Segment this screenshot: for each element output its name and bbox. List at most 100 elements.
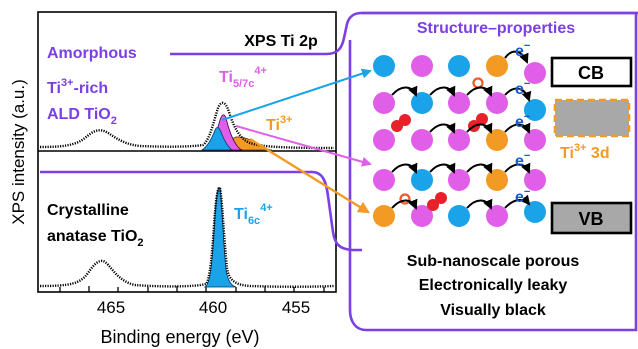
bottom-spectrum [39,186,335,288]
peak-label-ti6c-sub: 6c [248,215,260,227]
atom-ti57c [524,62,546,84]
vb-label: VB [578,209,603,229]
electron-sup: − [524,150,530,162]
atom-ti57c [448,92,470,114]
electron-label: e− [515,40,530,60]
peak-label-ti57c-sub: 5/7c [233,78,254,90]
atom-ti3 [486,55,508,77]
ald-tio2-label: ALD TiO2 [47,106,117,127]
atom-ti3 [486,169,508,191]
callout-bracket [40,11,638,252]
defect-sup: 3+ [574,142,587,154]
peak-label-ti57c-sup: 4+ [254,65,267,77]
defect-ti: Ti [560,145,574,162]
peak-label-ti6c-sup: 4+ [260,202,273,214]
property-line-1: Sub-nanoscale porous [407,253,580,270]
atom-ti57c [448,169,470,191]
electron-sup: − [524,78,530,90]
defect-state-label: Ti3+ 3d [560,142,610,162]
y-axis-label: XPS intensity (a.u.) [9,79,28,225]
electron-e: e [515,43,524,60]
property-line-3: Visually black [440,302,546,319]
anatase-text: anatase TiO [47,228,137,245]
crystalline-label: Crystalline [47,202,129,219]
oxygen-atom [435,192,447,204]
ald-tio2-text: ALD TiO [47,106,111,123]
anatase-label: anatase TiO2 [47,228,144,249]
atom-ti57c [373,129,395,151]
atom-ti57c [411,205,433,227]
top-spectrum [39,101,335,150]
electron-e: e [515,153,524,170]
peak-label-ti6c-ti: Ti [234,206,248,223]
ti3-rich-text: -rich [73,80,108,97]
amorphous-title: Amorphous [47,45,137,62]
structure-title: Structure–properties [417,20,575,37]
cb-box [550,56,633,88]
atom-ti6c [373,55,395,77]
atom-ti6c [524,201,546,223]
electron-label: e− [515,111,530,131]
atom-ti57c [486,205,508,227]
electron-e: e [515,189,524,206]
atom-ti3 [373,205,395,227]
defect-level: 3d [586,145,609,162]
arrow-ti3 [249,137,371,214]
xps-plot: 465 460 455 Binding energy (eV) XPS inte… [9,11,337,347]
electron-sup: − [524,111,530,123]
electron-label: e− [515,186,530,206]
peak-label-ti57c: Ti5/7c4+ [219,65,267,90]
ti3-rich-ti: Ti [47,80,61,97]
peak-label-ti6c: Ti6c4+ [234,202,273,227]
atom-ti6c [411,169,433,191]
vacancy-ring [399,193,411,205]
xps-header: XPS Ti 2p [244,33,318,50]
oxygen-atom [399,114,411,126]
atom-ti57c [373,169,395,191]
property-line-2: Electronically leaky [419,277,568,294]
bottom-peak-ti6c-fill [203,187,237,288]
peak-label-ti3: Ti3+ [266,114,292,134]
structure-panel: Structure–properties [373,20,633,319]
atom-ti6c [448,205,470,227]
arrow-ti57c [235,125,372,167]
plot-frame [37,11,337,293]
atom-ti57c [448,129,470,151]
x-ticks [59,286,325,292]
electron-hop-arrows [391,50,532,210]
electron-e: e [515,114,524,131]
atom-ti6c [448,55,470,77]
atom-ti57c [524,129,546,151]
atom-ti6c [411,92,433,114]
electron-sup: − [524,186,530,198]
xps-header-box [228,24,334,54]
ald-tio2-sub: 2 [111,115,117,127]
defect-state-box [553,98,631,138]
vacancy-ring [472,77,484,89]
atom-ti57c [373,92,395,114]
x-tick-label-455: 455 [282,298,310,317]
anatase-sub: 2 [137,237,143,249]
atom-ti57c [486,92,508,114]
peak-label-ti3-sup: 3+ [280,114,293,126]
atom-ti57c [411,55,433,77]
oxygen-atom [427,199,439,211]
atom-ti6c [524,99,546,121]
peak-label-ti57c-ti: Ti [219,69,233,86]
electron-sup: − [524,40,530,52]
ti3-rich-label: Ti3+-rich [47,77,108,97]
oxygen-atom [476,113,488,125]
atom-ti3 [486,129,508,151]
right-panel-frame [348,11,638,332]
cb-label: CB [578,63,604,83]
ti3-rich-sup: 3+ [61,77,74,89]
arrow-ti6c [221,68,372,121]
electron-label: e− [515,150,530,170]
electron-label: e− [515,78,530,98]
x-tick-label-460: 460 [199,298,227,317]
atom-ti57c [411,129,433,151]
x-tick-label-465: 465 [97,298,125,317]
electron-e: e [515,81,524,98]
top-peak-ti4-6c-fill [200,127,234,151]
